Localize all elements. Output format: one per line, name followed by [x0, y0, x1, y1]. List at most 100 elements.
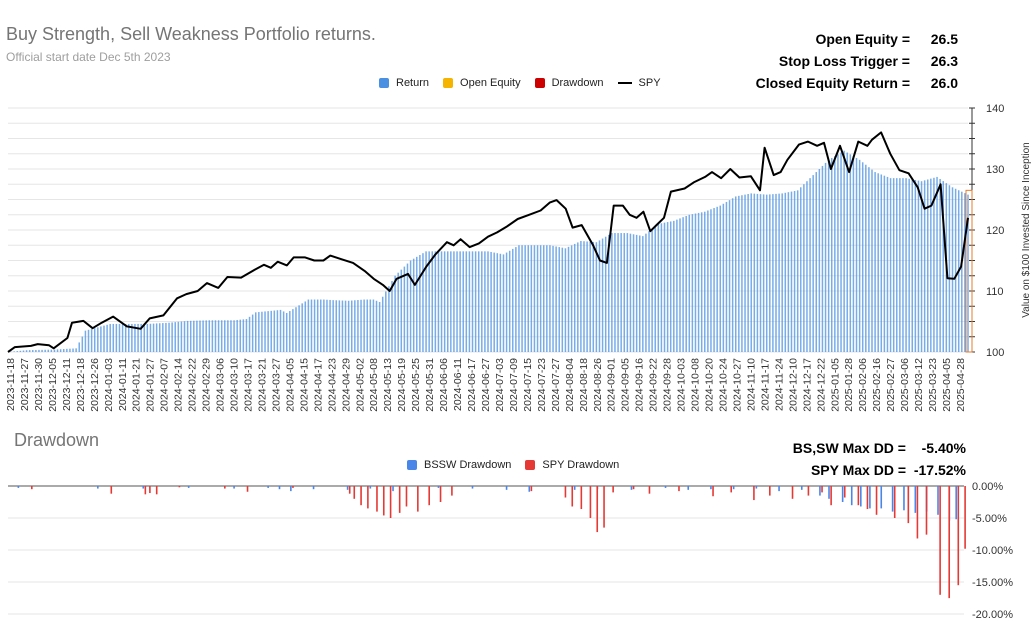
return-bar [930, 178, 932, 352]
legend-spy[interactable]: SPY [617, 77, 661, 89]
return-bar [676, 219, 678, 352]
return-bar [279, 309, 282, 352]
x-tick-label: 2023-11-18 [5, 358, 17, 411]
return-bar [323, 299, 325, 352]
return-bar [477, 251, 480, 352]
return-bar [316, 299, 319, 352]
x-tick-label: 2024-04-23 [326, 358, 338, 412]
spy-drawdown-bar [948, 486, 951, 599]
return-bar [629, 233, 632, 352]
spy-drawdown-bar [571, 486, 574, 507]
spy-line [7, 131, 969, 353]
return-bar [425, 251, 427, 352]
spy-drawdown-bar [712, 486, 714, 497]
return-bar [697, 212, 700, 352]
return-bar [270, 310, 272, 352]
return-bar [716, 206, 718, 352]
return-bar [378, 301, 381, 352]
return-bar [459, 251, 461, 352]
x-tick-label: 2024-05-13 [382, 358, 394, 412]
bssw-drawdown-bar [528, 486, 531, 492]
return-bar [35, 349, 37, 352]
spy-drawdown-bar [916, 486, 919, 539]
return-bar [409, 260, 412, 352]
return-bar [558, 247, 560, 352]
return-bar [567, 246, 570, 352]
legend-open-equity[interactable]: Open Equity [443, 77, 521, 89]
x-tick-label: 2025-03-23 [927, 358, 939, 412]
x-tick-label: 2024-05-31 [424, 358, 436, 412]
return-bar [32, 350, 34, 352]
x-tick-label: 2024-03-17 [243, 358, 255, 412]
x-tick-label: 2024-07-23 [536, 358, 548, 412]
dd-y-tick-label: -20.00% [972, 609, 1013, 621]
return-bar [87, 329, 90, 352]
return-bar [285, 312, 288, 352]
return-bar [508, 250, 511, 352]
return-bar [933, 177, 935, 352]
return-bar [25, 350, 28, 352]
bssw-drawdown-bar [664, 486, 667, 488]
return-bar [406, 263, 409, 352]
legend-spy-drawdown[interactable]: SPY Drawdown [525, 459, 619, 471]
return-bar [450, 251, 452, 352]
spy-drawdown-bar [939, 486, 941, 595]
legend-return[interactable]: Return [379, 77, 429, 89]
bssw-drawdown-bar [290, 486, 292, 492]
return-bar [573, 243, 576, 352]
legend-drawdown[interactable]: Drawdown [534, 77, 604, 89]
return-bar [769, 194, 771, 352]
spy-drawdown-bar [791, 486, 794, 499]
bssw-drawdown-bar [819, 486, 821, 496]
bssw-drawdown-bar [755, 486, 758, 489]
legend-spy-dd-swatch [525, 460, 536, 470]
bssw-drawdown-bar [505, 486, 508, 490]
x-tick-label: 2024-11-17 [759, 358, 771, 411]
return-bar [818, 169, 821, 352]
x-tick-label: 2023-12-26 [89, 358, 101, 412]
return-bar [134, 323, 136, 352]
return-bar [56, 349, 59, 352]
return-bar [728, 200, 731, 352]
return-bar [347, 300, 350, 352]
x-tick-label: 2025-02-27 [885, 358, 897, 412]
spy-drawdown-bar [144, 486, 147, 495]
return-bar [765, 194, 768, 352]
return-bar [666, 222, 669, 352]
spy-drawdown-bar [530, 486, 533, 492]
return-bar [84, 330, 87, 352]
return-bar [397, 272, 399, 352]
x-tick-label: 2024-12-17 [801, 358, 813, 412]
return-bar [103, 325, 105, 352]
y-tick-label: 110 [986, 286, 1004, 298]
return-bar [199, 320, 201, 352]
bssw-drawdown-bar [955, 486, 957, 520]
return-bar [694, 213, 697, 352]
return-bar [691, 214, 694, 352]
return-bar [648, 231, 650, 352]
return-bar [220, 320, 223, 352]
return-bar [954, 188, 957, 352]
y-tick-label: 130 [986, 164, 1004, 176]
x-tick-label: 2024-07-09 [508, 358, 520, 412]
main-legend: Return Open Equity Drawdown SPY [379, 77, 675, 89]
return-bar [412, 258, 415, 352]
return-bar [304, 301, 307, 352]
return-bar [38, 349, 40, 352]
return-bar [162, 323, 164, 352]
return-bar [731, 198, 734, 352]
x-tick-label: 2024-05-02 [354, 358, 366, 412]
return-bar [796, 190, 799, 352]
x-tick-label: 2023-12-11 [61, 358, 73, 411]
return-bar [871, 169, 873, 352]
x-tick-label: 2024-09-01 [606, 358, 618, 412]
return-bar [809, 178, 811, 352]
return-bar [608, 234, 610, 352]
spy-drawdown-bar [678, 486, 680, 492]
return-bar [19, 350, 22, 352]
x-tick-label: 2025-04-28 [955, 358, 967, 412]
legend-bssw-drawdown[interactable]: BSSW Drawdown [407, 459, 511, 471]
return-bar [892, 178, 895, 352]
return-bar [806, 181, 808, 352]
return-bar [611, 233, 613, 352]
